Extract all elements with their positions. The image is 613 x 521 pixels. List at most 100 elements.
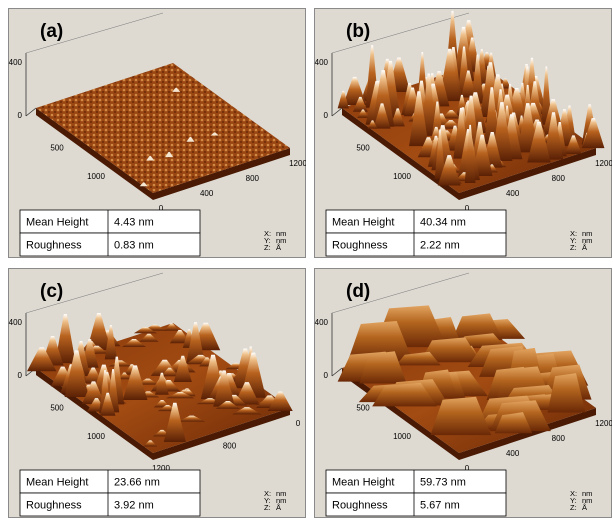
table-row: [325, 492, 507, 517]
surface-peak: [122, 365, 148, 401]
panel-label: (d): [346, 281, 370, 302]
surface-peak: [210, 132, 219, 136]
surface-peak: [139, 182, 148, 187]
table-cell: 40.34 nm: [420, 216, 466, 228]
z-axis: [25, 12, 164, 54]
surface-peak: [367, 120, 378, 129]
unit-value: Å: [582, 243, 587, 252]
surface-peak: [169, 330, 190, 344]
surface-peak: [146, 155, 155, 161]
unit-axis: Z:: [264, 503, 271, 512]
afm-panel: (b) 400 0 500 1000 0 400 800 1200 Mean Height 40.3…: [314, 8, 612, 258]
table-cell: Mean Height: [332, 216, 394, 228]
afm-panel: (c) 400 0 500 1000 1200 800 0 Mean Height 23.66 n…: [8, 268, 306, 518]
y-tick-label: 1200: [595, 419, 612, 428]
surface-peak: [172, 87, 181, 92]
surface-peak: [161, 367, 179, 377]
surface-peak: [527, 121, 551, 163]
surface-peak: [337, 90, 349, 109]
x-tick-label: 500: [356, 403, 370, 412]
surface-peak: [122, 338, 146, 348]
surface-peak: [543, 112, 564, 160]
table-cell: 4.43 nm: [114, 216, 154, 228]
z-tick-label: 400: [315, 58, 329, 67]
z-tick-label: 0: [18, 371, 23, 380]
surface-peak: [86, 313, 111, 351]
surface-peak: [213, 370, 235, 407]
surface-plateau: [419, 337, 481, 363]
unit-value: nm: [276, 236, 286, 245]
panel-label: (c): [40, 281, 63, 302]
surface-peak: [464, 124, 476, 183]
surface-peak: [437, 155, 461, 186]
surface-peak: [165, 391, 195, 399]
unit-value: Å: [276, 503, 281, 512]
table-row: [19, 232, 201, 257]
unit-axis: Y:: [570, 496, 577, 505]
z-axis: [331, 272, 470, 314]
y-tick-label: 800: [552, 434, 566, 443]
unit-axis: Y:: [264, 236, 271, 245]
y-tick-label: 400: [506, 449, 520, 458]
surface-peak: [373, 103, 391, 129]
panel-label: (b): [346, 21, 370, 42]
surface-peak: [99, 392, 116, 416]
unit-axis: X:: [264, 489, 271, 498]
table-cell: 3.92 nm: [114, 499, 154, 511]
surface-peak: [64, 350, 89, 398]
surface-peak: [165, 151, 174, 158]
surface-peak: [471, 54, 484, 104]
table-cell: Roughness: [332, 499, 388, 511]
afm-panel: (a) 400 0 500 1000 0 400 800 1200 Mean Height 4.43…: [8, 8, 306, 258]
surface-plateau: [372, 382, 437, 407]
surface-peak: [104, 324, 118, 360]
surface: [36, 63, 290, 193]
table-cell: Mean Height: [26, 216, 88, 228]
table-cell: Mean Height: [26, 476, 88, 488]
surface-plateau: [347, 320, 414, 362]
unit-axis: X:: [264, 229, 271, 238]
z-tick-label: 400: [9, 318, 23, 327]
surface-peak: [232, 407, 262, 415]
afm-panel: (d) 400 0 500 1000 0 400 800 1200 Mean Height 59.7…: [314, 268, 612, 518]
table-cell: 5.67 nm: [420, 499, 460, 511]
unit-value: nm: [582, 229, 592, 238]
table-row: [325, 232, 507, 257]
surface-peak: [173, 355, 192, 382]
x-tick-label: 1000: [87, 432, 105, 441]
unit-value: nm: [276, 489, 286, 498]
surface-peak: [186, 322, 205, 364]
y-tick-label: 0: [159, 204, 164, 213]
surface-peak: [164, 323, 180, 331]
unit-axis: Y:: [264, 496, 271, 505]
y-tick-label: 800: [223, 442, 237, 451]
surface-peak: [215, 401, 240, 409]
surface-peak: [372, 70, 395, 127]
z-axis: [25, 107, 37, 117]
table-cell: 59.73 nm: [420, 476, 466, 488]
unit-value: nm: [582, 496, 592, 505]
surface-peak: [118, 372, 131, 380]
surface-peak: [55, 314, 76, 364]
surface-peak: [154, 372, 169, 395]
surface-peak: [390, 108, 405, 127]
table-cell: 0.83 nm: [114, 239, 154, 251]
table-cell: Mean Height: [332, 476, 394, 488]
unit-value: Å: [276, 243, 281, 252]
surface-peak: [234, 382, 260, 405]
unit-value: nm: [582, 236, 592, 245]
z-tick-label: 0: [324, 111, 329, 120]
surface-peak: [163, 402, 186, 442]
unit-axis: Z:: [570, 503, 577, 512]
surface-peak: [409, 91, 429, 147]
unit-axis: X:: [570, 489, 577, 498]
z-tick-label: 400: [9, 58, 23, 67]
surface-peak: [565, 135, 582, 154]
unit-value: nm: [582, 489, 592, 498]
z-axis: [25, 272, 164, 314]
surface-plateau: [395, 351, 441, 366]
y-tick-label: 0: [465, 204, 470, 213]
z-axis: [331, 367, 343, 377]
